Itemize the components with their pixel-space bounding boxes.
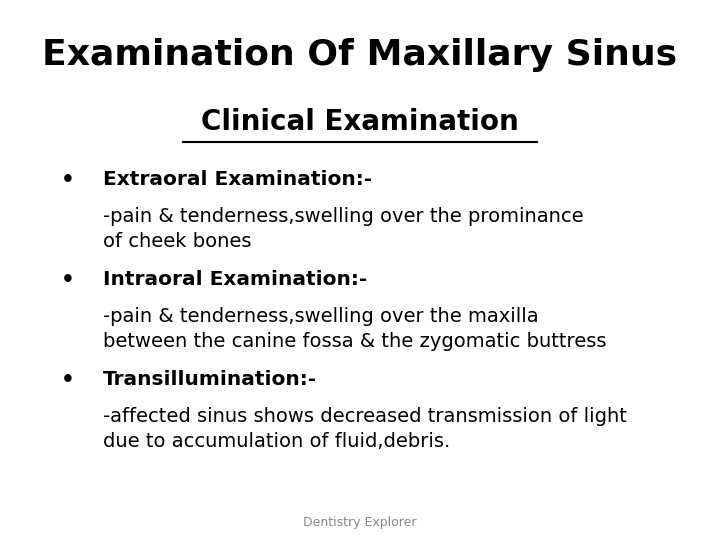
Text: •: • [60, 370, 74, 390]
Text: Dentistry Explorer: Dentistry Explorer [303, 516, 417, 529]
Text: Transillumination:-: Transillumination:- [103, 370, 317, 389]
Text: Intraoral Examination:-: Intraoral Examination:- [103, 270, 367, 289]
Text: •: • [60, 170, 74, 190]
Text: -pain & tenderness,swelling over the maxilla
between the canine fossa & the zygo: -pain & tenderness,swelling over the max… [103, 307, 606, 350]
Text: Clinical Examination: Clinical Examination [201, 108, 519, 136]
Text: -affected sinus shows decreased transmission of light
due to accumulation of flu: -affected sinus shows decreased transmis… [103, 407, 626, 450]
Text: Examination Of Maxillary Sinus: Examination Of Maxillary Sinus [42, 38, 678, 72]
Text: -pain & tenderness,swelling over the prominance
of cheek bones: -pain & tenderness,swelling over the pro… [103, 207, 583, 251]
Text: •: • [60, 270, 74, 290]
Text: Extraoral Examination:-: Extraoral Examination:- [103, 170, 372, 189]
